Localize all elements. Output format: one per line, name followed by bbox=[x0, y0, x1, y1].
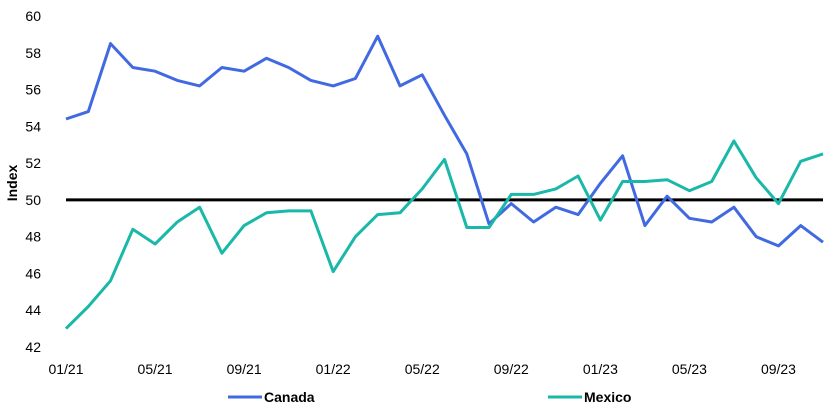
y-tick-label: 58 bbox=[25, 45, 41, 61]
series-lines bbox=[64, 34, 824, 330]
x-tick-label: 01/22 bbox=[316, 361, 351, 377]
y-tick-label: 46 bbox=[25, 265, 41, 281]
series-line-mexico bbox=[64, 139, 824, 330]
y-tick-label: 54 bbox=[25, 118, 41, 134]
y-tick-label: 50 bbox=[25, 192, 41, 208]
x-tick-label: 09/22 bbox=[494, 361, 529, 377]
series-line-canada bbox=[65, 34, 824, 248]
x-tick-label: 05/21 bbox=[138, 361, 173, 377]
y-tick-label: 44 bbox=[25, 302, 41, 318]
x-axis-ticks: 01/21 05/21 09/21 01/22 05/22 09/22 01/23 05/23… bbox=[48, 361, 796, 377]
legend: Canada Mexico bbox=[228, 389, 631, 405]
y-axis-title: Index bbox=[4, 165, 20, 202]
x-tick-label: 01/23 bbox=[583, 361, 618, 377]
x-tick-label: 09/21 bbox=[227, 361, 262, 377]
y-tick-label: 52 bbox=[25, 155, 41, 171]
legend-label-canada: Canada bbox=[264, 389, 315, 405]
y-tick-label: 56 bbox=[25, 82, 41, 98]
x-tick-label: 01/21 bbox=[48, 361, 83, 377]
legend-label-mexico: Mexico bbox=[584, 389, 631, 405]
x-tick-label: 05/23 bbox=[672, 361, 707, 377]
y-tick-label: 48 bbox=[25, 229, 41, 245]
y-axis-ticks: 42 44 46 48 50 52 54 56 58 60 bbox=[25, 8, 41, 355]
x-tick-label: 05/22 bbox=[405, 361, 440, 377]
y-tick-label: 42 bbox=[25, 339, 41, 355]
x-tick-label: 09/23 bbox=[761, 361, 796, 377]
y-tick-label: 60 bbox=[25, 8, 41, 24]
